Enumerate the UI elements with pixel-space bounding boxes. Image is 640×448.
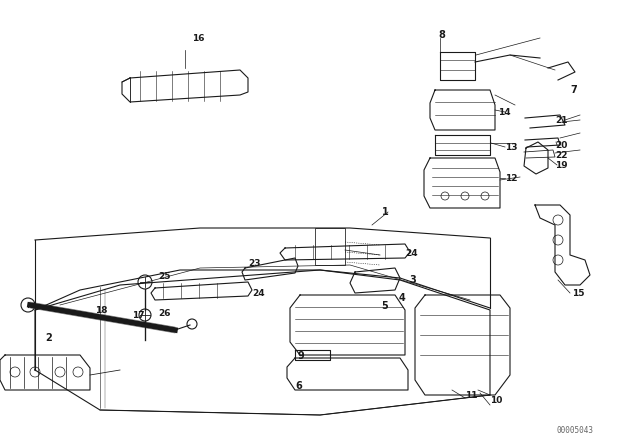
Text: 4: 4 bbox=[399, 293, 406, 303]
Text: 19: 19 bbox=[555, 160, 568, 169]
Text: 11: 11 bbox=[465, 391, 477, 400]
Text: 13: 13 bbox=[505, 142, 518, 151]
Text: 5: 5 bbox=[381, 301, 388, 311]
Text: 23: 23 bbox=[248, 258, 260, 267]
Text: 6: 6 bbox=[295, 381, 301, 391]
Text: 26: 26 bbox=[158, 309, 170, 318]
Text: 10: 10 bbox=[490, 396, 502, 405]
Text: 22: 22 bbox=[555, 151, 568, 159]
Text: 18: 18 bbox=[95, 306, 108, 314]
Text: 20: 20 bbox=[555, 141, 568, 150]
Text: 12: 12 bbox=[505, 173, 518, 182]
Text: 17: 17 bbox=[132, 310, 145, 319]
Text: 1: 1 bbox=[382, 207, 388, 217]
Text: 7: 7 bbox=[570, 85, 577, 95]
Text: 25: 25 bbox=[158, 271, 170, 280]
Text: 16: 16 bbox=[192, 34, 205, 43]
Text: 2: 2 bbox=[45, 333, 52, 343]
Text: 9: 9 bbox=[298, 351, 305, 361]
Text: 00005043: 00005043 bbox=[557, 426, 593, 435]
Text: 21: 21 bbox=[555, 116, 568, 125]
Text: 3: 3 bbox=[409, 275, 416, 285]
Text: 14: 14 bbox=[498, 108, 511, 116]
Text: 8: 8 bbox=[438, 30, 445, 40]
Text: 24: 24 bbox=[252, 289, 264, 297]
Text: 15: 15 bbox=[572, 289, 584, 297]
Text: 24: 24 bbox=[405, 249, 418, 258]
